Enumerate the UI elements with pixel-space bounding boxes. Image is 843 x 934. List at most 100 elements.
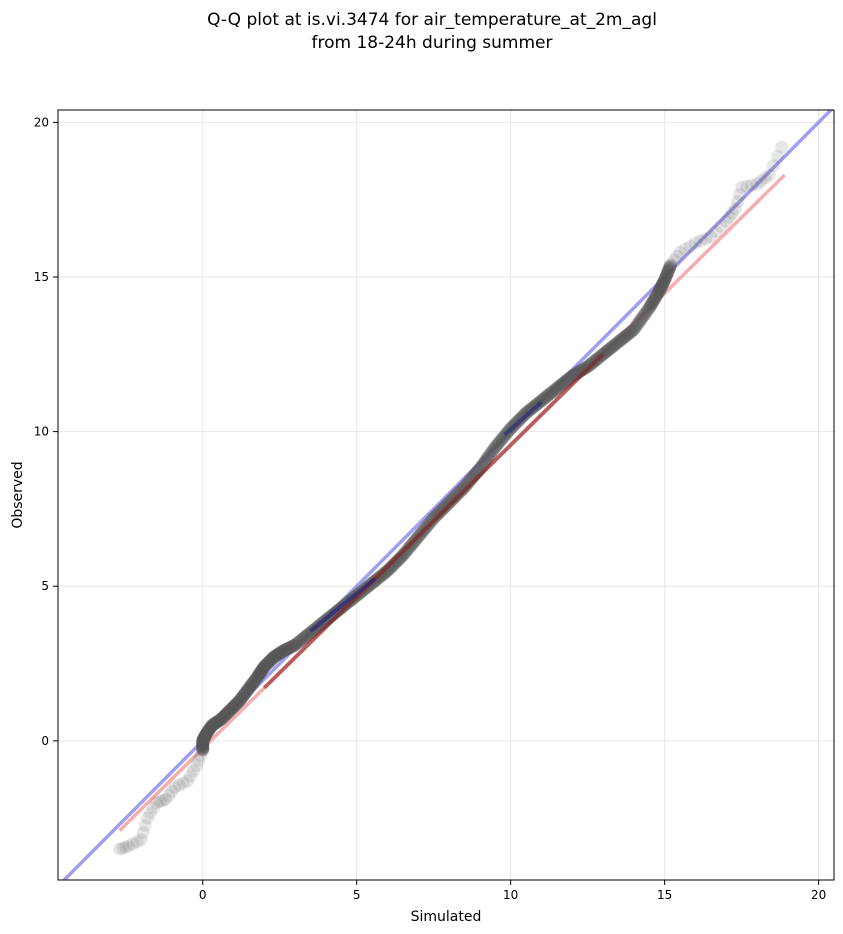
quantile-point — [247, 674, 261, 688]
quantile-point — [270, 648, 284, 662]
quantile-point — [116, 841, 130, 855]
quantile-point — [259, 658, 273, 672]
quantile-point — [638, 307, 652, 321]
quantile-point — [608, 338, 622, 352]
quantile-point — [134, 833, 148, 847]
quantile-point — [278, 643, 292, 657]
quantile-point — [398, 546, 412, 560]
quantile-point — [619, 329, 633, 343]
quantile-point — [486, 443, 500, 457]
quantile-point — [457, 480, 471, 494]
y-axis-ticks: 0 5 10 15 20 — [34, 115, 58, 748]
quantile-point — [259, 658, 273, 672]
quantile-point — [494, 433, 508, 447]
quantile-point — [198, 729, 212, 743]
quantile-point — [580, 360, 594, 374]
quantile-point — [495, 432, 509, 446]
quantile-point — [651, 287, 665, 301]
quantile-point — [613, 334, 627, 348]
quantile-point — [766, 159, 780, 173]
identity-line — [61, 110, 834, 880]
quantile-point — [662, 261, 676, 275]
quantile-point — [657, 274, 671, 288]
quantile-point — [560, 373, 574, 387]
quantile-point — [206, 717, 220, 731]
quantile-point — [269, 649, 283, 663]
quantile-point — [210, 715, 224, 729]
quantile-point — [253, 666, 267, 680]
quantile-point — [192, 753, 206, 767]
quantile-point — [220, 706, 234, 720]
quantile-point — [248, 673, 262, 687]
x-tick-label: 10 — [503, 888, 518, 902]
quantile-point — [211, 714, 225, 728]
quantile-point — [657, 275, 671, 289]
quantile-point — [247, 675, 261, 689]
quantile-point — [639, 306, 653, 320]
quantile-point — [600, 344, 614, 358]
quantile-point — [400, 543, 414, 557]
quantile-point — [235, 690, 249, 704]
quantile-point — [210, 715, 224, 729]
quantile-point — [113, 842, 127, 856]
quantile-point — [722, 210, 736, 224]
quantile-point — [652, 285, 666, 299]
quantile-point — [278, 643, 292, 657]
quantile-point — [290, 636, 304, 650]
quantile-point — [617, 331, 631, 345]
quantile-point — [241, 683, 255, 697]
chart-title-line-2: from 18-24h during summer — [312, 33, 553, 53]
quantile-point — [654, 280, 668, 294]
quantile-point — [627, 323, 641, 337]
quantile-point — [758, 171, 772, 185]
quantile-point — [754, 174, 768, 188]
quantile-point — [200, 726, 214, 740]
quantile-point — [254, 665, 268, 679]
quantile-point — [731, 195, 745, 209]
quantile-point — [265, 652, 279, 666]
quantile-point — [263, 654, 277, 668]
quantile-point — [256, 662, 270, 676]
quantile-point — [224, 702, 238, 716]
quantile-point — [762, 168, 776, 182]
quantile-point — [275, 645, 289, 659]
quantile-point — [664, 258, 678, 272]
quantile-point — [492, 436, 506, 450]
quantile-point — [456, 481, 470, 495]
quantile-point — [289, 637, 303, 651]
quantile-point — [481, 451, 495, 465]
quantile-point — [661, 265, 675, 279]
quantile-point — [196, 741, 210, 755]
quantile-point — [631, 316, 645, 330]
quantile-point — [196, 738, 210, 752]
quantile-point — [485, 445, 499, 459]
quantile-point — [268, 649, 282, 663]
quantile-point — [227, 699, 241, 713]
quantile-point — [285, 639, 299, 653]
quantile-point — [538, 391, 552, 405]
quantile-point — [452, 486, 466, 500]
quantile-point — [373, 570, 387, 584]
quantile-point — [221, 705, 235, 719]
quantile-point — [239, 686, 253, 700]
quantile-point — [201, 724, 215, 738]
quantile-point — [267, 650, 281, 664]
quantile-point — [119, 840, 133, 854]
x-tick-label: 15 — [657, 888, 672, 902]
quantile-point — [655, 279, 669, 293]
quantile-point — [254, 664, 268, 678]
quantile-point — [488, 440, 502, 454]
quantile-point — [196, 733, 210, 747]
quantile-point — [200, 726, 214, 740]
quantile-point — [602, 343, 616, 357]
quantile-point — [646, 295, 660, 309]
quantile-point — [714, 219, 728, 233]
quantile-point — [260, 657, 274, 671]
quantile-point — [607, 338, 621, 352]
quantile-point — [449, 489, 463, 503]
quantile-point — [263, 654, 277, 668]
quantile-point — [725, 206, 739, 220]
quantile-point — [660, 268, 674, 282]
quantile-point — [628, 321, 642, 335]
